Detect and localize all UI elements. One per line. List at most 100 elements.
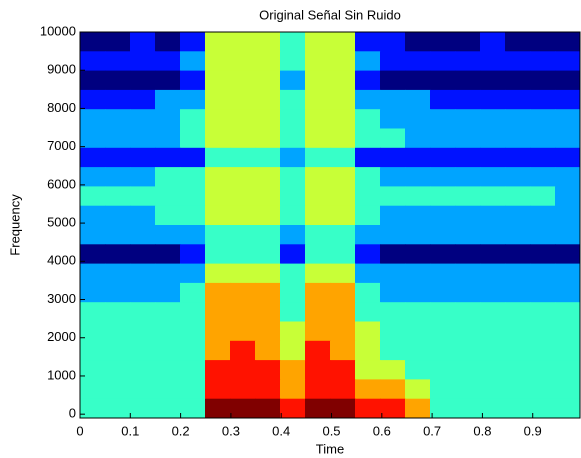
heatmap-cell — [205, 51, 231, 72]
heatmap-cell — [105, 89, 131, 110]
heatmap-cell — [380, 225, 406, 245]
heatmap-cell — [205, 225, 231, 245]
heatmap-cell — [330, 263, 356, 284]
heatmap-cell — [80, 128, 106, 149]
heatmap-cell — [280, 51, 306, 72]
heatmap-cell — [105, 225, 131, 245]
heatmap-cell — [80, 225, 106, 245]
heatmap-cell — [255, 109, 281, 129]
heatmap-cell — [255, 225, 281, 245]
heatmap-cell — [480, 321, 506, 342]
heatmap-cell — [330, 244, 356, 265]
heatmap-cell — [530, 32, 556, 52]
heatmap-cell — [180, 109, 206, 129]
heatmap-cell — [555, 282, 581, 303]
heatmap-cell — [230, 109, 256, 129]
heatmap-cell — [405, 282, 431, 303]
heatmap-cell — [305, 70, 331, 91]
heatmap-cell — [180, 128, 206, 149]
heatmap-cell — [455, 51, 481, 72]
heatmap-cell — [355, 263, 381, 284]
heatmap-cell — [80, 379, 106, 400]
heatmap-cell — [180, 205, 206, 226]
heatmap-cell — [205, 244, 231, 265]
heatmap-cell — [330, 398, 356, 419]
heatmap-cell — [480, 398, 506, 419]
heatmap-cell — [530, 398, 556, 419]
heatmap-cell — [405, 128, 431, 149]
heatmap-cell — [480, 360, 506, 380]
heatmap-cell — [405, 109, 431, 129]
heatmap-cell — [280, 147, 306, 168]
heatmap-cell — [305, 244, 331, 265]
heatmap-cell — [505, 244, 531, 265]
heatmap-cell — [155, 205, 181, 226]
heatmap-cell — [330, 321, 356, 342]
heatmap-cell — [130, 302, 156, 322]
x-axis-label: Time — [316, 441, 344, 456]
heatmap-cell — [555, 89, 581, 110]
heatmap-cell — [280, 70, 306, 91]
heatmap-cell — [530, 89, 556, 110]
heatmap-cell — [230, 302, 256, 322]
heatmap-cell — [155, 147, 181, 168]
heatmap-cell — [255, 244, 281, 265]
x-tick-label: 0.7 — [423, 423, 441, 438]
heatmap-cell — [480, 205, 506, 226]
heatmap-cell — [355, 186, 381, 207]
heatmap-cell — [380, 244, 406, 265]
heatmap-cell — [255, 282, 281, 303]
heatmap-cell — [180, 186, 206, 207]
heatmap-cell — [230, 51, 256, 72]
heatmap-cell — [205, 128, 231, 149]
heatmap-cell — [505, 263, 531, 284]
heatmap-cell — [130, 225, 156, 245]
heatmap-cell — [455, 89, 481, 110]
x-tick-label: 0.8 — [473, 423, 491, 438]
heatmap-cell — [430, 70, 456, 91]
heatmap-cell — [380, 167, 406, 187]
heatmap-cell — [355, 282, 381, 303]
heatmap-cell — [455, 302, 481, 322]
heatmap-cell — [430, 321, 456, 342]
heatmap-cell — [80, 340, 106, 361]
heatmap-cell — [480, 225, 506, 245]
heatmap-cell — [155, 186, 181, 207]
heatmap-cell — [205, 89, 231, 110]
heatmap-cell — [155, 379, 181, 400]
y-tick-label: 1000 — [47, 367, 76, 382]
heatmap-cell — [305, 282, 331, 303]
heatmap-cell — [230, 32, 256, 52]
heatmap-cell — [180, 321, 206, 342]
heatmap-cell — [105, 360, 131, 380]
heatmap-cell — [80, 244, 106, 265]
heatmap-cell — [430, 379, 456, 400]
heatmap-cell — [480, 51, 506, 72]
heatmap-cell — [355, 360, 381, 380]
heatmap-cell — [105, 109, 131, 129]
heatmap-cell — [305, 321, 331, 342]
heatmap-cell — [530, 128, 556, 149]
heatmap-cell — [155, 282, 181, 303]
heatmap-cell — [555, 167, 581, 187]
heatmap-cell — [280, 340, 306, 361]
heatmap-cell — [105, 32, 131, 52]
heatmap-cell — [105, 70, 131, 91]
heatmap-cell — [305, 379, 331, 400]
heatmap-cell — [355, 225, 381, 245]
heatmap-cell — [155, 70, 181, 91]
heatmap-cell — [455, 225, 481, 245]
heatmap-cell — [380, 321, 406, 342]
heatmap-cell — [455, 340, 481, 361]
heatmap-cell — [505, 379, 531, 400]
heatmap-cell — [430, 89, 456, 110]
heatmap-cell — [180, 225, 206, 245]
heatmap-cell — [230, 263, 256, 284]
heatmap-cell — [505, 128, 531, 149]
heatmap-cell — [530, 167, 556, 187]
heatmap-cell — [80, 282, 106, 303]
heatmap-cell — [455, 167, 481, 187]
heatmap-cell — [330, 302, 356, 322]
heatmap-cell — [480, 282, 506, 303]
heatmap-cell — [80, 89, 106, 110]
